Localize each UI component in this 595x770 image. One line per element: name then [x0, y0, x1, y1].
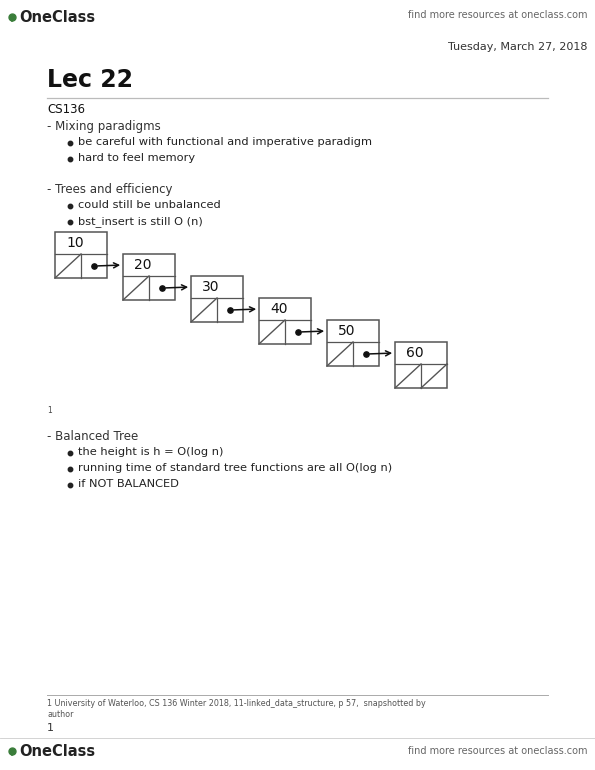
Text: if NOT BALANCED: if NOT BALANCED [78, 479, 179, 489]
Text: - Mixing paradigms: - Mixing paradigms [47, 120, 161, 133]
Text: 10: 10 [66, 236, 83, 250]
Text: 30: 30 [202, 280, 220, 294]
Text: OneClass: OneClass [19, 10, 95, 25]
Text: author: author [47, 710, 74, 719]
Text: find more resources at oneclass.com: find more resources at oneclass.com [409, 10, 588, 20]
Bar [259, 298, 311, 344]
Text: 40: 40 [270, 302, 287, 316]
Bar [327, 320, 379, 366]
Text: 50: 50 [338, 324, 355, 338]
Text: find more resources at oneclass.com: find more resources at oneclass.com [409, 746, 588, 756]
Text: bst_insert is still O (n): bst_insert is still O (n) [78, 216, 203, 227]
Text: the height is h = O(log n): the height is h = O(log n) [78, 447, 223, 457]
Bar [55, 232, 107, 278]
Text: 20: 20 [134, 258, 152, 272]
Bar [191, 276, 243, 322]
Text: running time of standard tree functions are all O(log n): running time of standard tree functions … [78, 463, 392, 473]
Text: 1 University of Waterloo, CS 136 Winter 2018, 11-linked_data_structure, p 57,  s: 1 University of Waterloo, CS 136 Winter … [47, 699, 426, 708]
Text: OneClass: OneClass [19, 744, 95, 759]
Text: be careful with functional and imperative paradigm: be careful with functional and imperativ… [78, 137, 372, 147]
Text: Tuesday, March 27, 2018: Tuesday, March 27, 2018 [449, 42, 588, 52]
Text: 60: 60 [406, 346, 424, 360]
Text: - Trees and efficiency: - Trees and efficiency [47, 183, 173, 196]
Text: 1: 1 [47, 723, 54, 733]
Bar [395, 342, 447, 388]
Bar [123, 254, 175, 300]
Text: could still be unbalanced: could still be unbalanced [78, 200, 221, 210]
Text: Lec 22: Lec 22 [47, 68, 133, 92]
Text: 1: 1 [47, 406, 52, 415]
Text: - Balanced Tree: - Balanced Tree [47, 430, 138, 443]
Text: CS136: CS136 [47, 103, 85, 116]
Text: hard to feel memory: hard to feel memory [78, 153, 195, 163]
